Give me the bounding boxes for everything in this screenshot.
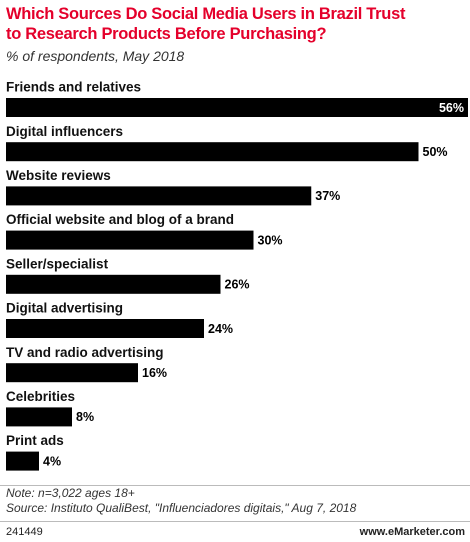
value-label: 26%	[225, 278, 250, 292]
value-label: 24%	[208, 322, 233, 336]
value-label: 8%	[76, 410, 94, 424]
category-label: Seller/specialist	[6, 256, 109, 271]
value-label: 50%	[423, 145, 448, 159]
bar	[6, 142, 419, 162]
note: Note: n=3,022 ages 18+	[6, 486, 135, 500]
value-label: 56%	[439, 101, 464, 115]
website: www.eMarketer.com	[359, 526, 466, 538]
category-label: Official website and blog of a brand	[6, 212, 234, 227]
value-label: 30%	[258, 233, 283, 247]
bar	[6, 451, 39, 471]
category-label: Digital advertising	[6, 301, 123, 316]
category-label: Print ads	[6, 433, 64, 448]
category-label: Digital influencers	[6, 124, 123, 139]
bar	[6, 186, 312, 206]
chart-title: Which Sources Do Social Media Users in B…	[6, 5, 406, 43]
bar	[6, 230, 254, 250]
category-label: Friends and relatives	[6, 80, 141, 95]
bar	[6, 363, 138, 383]
chart-subtitle: % of respondents, May 2018	[6, 48, 185, 64]
value-label: 16%	[142, 366, 167, 380]
category-label: TV and radio advertising	[6, 345, 164, 360]
bar	[6, 319, 204, 338]
category-label: Website reviews	[6, 168, 111, 183]
source: Source: Instituto QualiBest, "Influencia…	[6, 501, 357, 515]
bar	[6, 98, 468, 117]
bar	[6, 274, 221, 294]
category-label: Celebrities	[6, 389, 75, 404]
bar	[6, 407, 72, 427]
value-label: 37%	[315, 189, 340, 203]
chart-id: 241449	[6, 526, 43, 538]
value-label: 4%	[43, 454, 61, 468]
